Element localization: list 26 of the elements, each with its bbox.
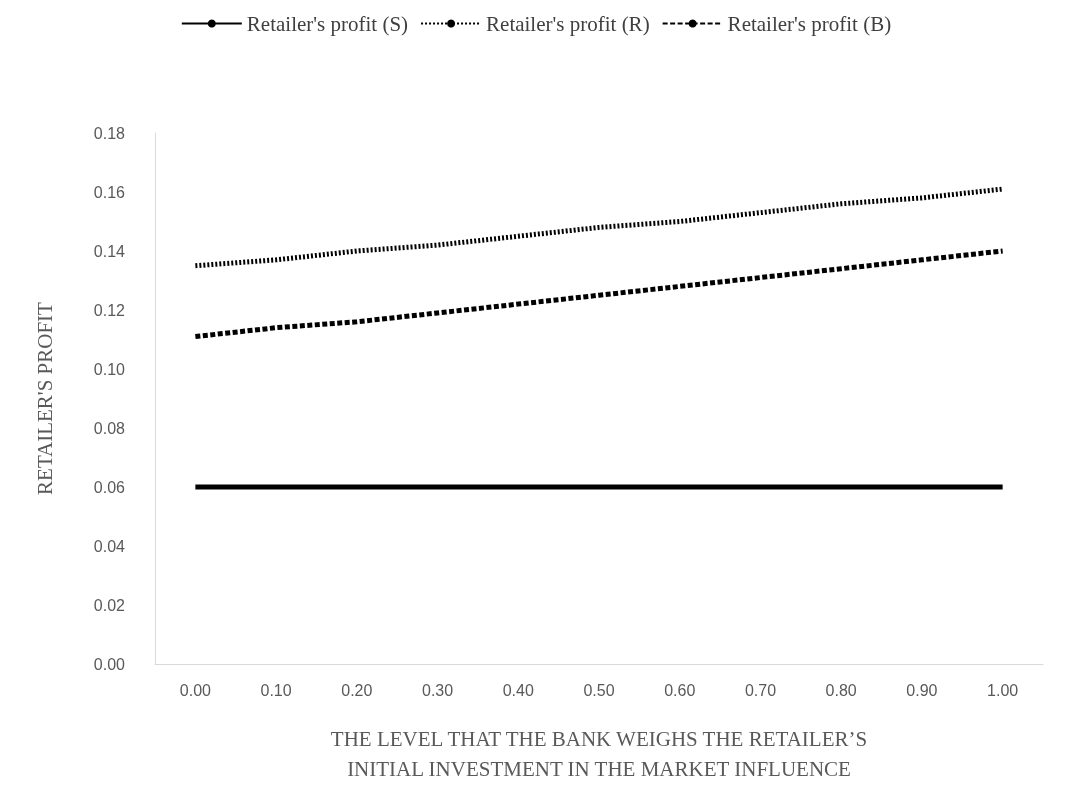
y-tick-label: 0.14 bbox=[93, 242, 126, 260]
x-tick-label: 0.40 bbox=[502, 681, 534, 699]
y-tick-label: 0.02 bbox=[93, 596, 126, 614]
x-tick-label: 0.20 bbox=[341, 681, 373, 699]
y-tick-label: 0.06 bbox=[93, 478, 126, 496]
y-tick-label: 0.00 bbox=[93, 655, 126, 673]
y-tick-label: 0.16 bbox=[93, 183, 126, 201]
y-tick-label: 0.10 bbox=[93, 360, 126, 378]
x-tick-label: 0.10 bbox=[260, 681, 292, 699]
x-tick-label: 1.00 bbox=[987, 681, 1019, 699]
y-tick-label: 0.04 bbox=[93, 537, 126, 555]
legend-label: Retailer's profit (R) bbox=[486, 11, 650, 36]
x-tick-label: 0.60 bbox=[664, 681, 696, 699]
x-tick-label: 0.00 bbox=[179, 681, 212, 699]
y-axis-title: RETAILER'S PROFIT bbox=[32, 301, 57, 495]
x-tick-label: 0.90 bbox=[906, 681, 938, 699]
y-tick-label: 0.12 bbox=[93, 301, 126, 319]
x-axis-title: THE LEVEL THAT THE BANK WEIGHS THE RETAILER’S INITIAL INVESTMENT IN THE MARKET INFLUENCE bbox=[330, 727, 868, 781]
y-tick-label: 0.18 bbox=[93, 124, 126, 142]
legend-label: Retailer's profit (S) bbox=[246, 11, 409, 36]
x-tick-label: 0.30 bbox=[421, 681, 454, 699]
legend-label: Retailer's profit (B) bbox=[727, 11, 892, 36]
x-tick-label: 0.50 bbox=[583, 681, 615, 699]
x-tick-label: 0.70 bbox=[744, 681, 777, 699]
y-tick-label: 0.08 bbox=[93, 419, 126, 437]
x-tick-label: 0.80 bbox=[825, 681, 857, 699]
